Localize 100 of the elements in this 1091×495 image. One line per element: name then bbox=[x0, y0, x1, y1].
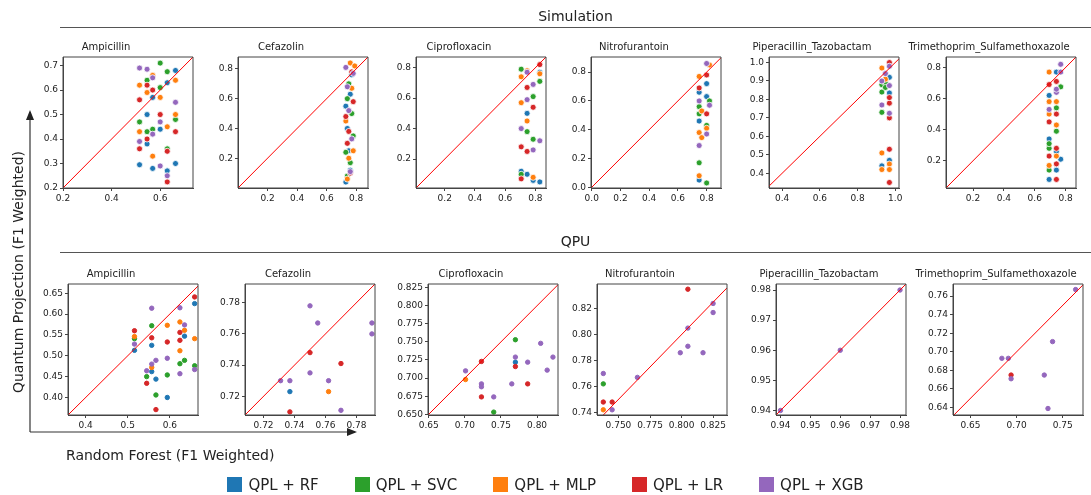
x-tick-label: 0.775 bbox=[637, 419, 663, 430]
x-tick-label: 1.0 bbox=[888, 192, 903, 203]
x-tick-label: 0.96 bbox=[830, 419, 851, 430]
y-tick-label: 0.6 bbox=[926, 92, 942, 103]
y-tick-label: 0.45 bbox=[42, 370, 63, 381]
x-tick-label: 0.4 bbox=[78, 419, 94, 430]
legend-label: QPL + MLP bbox=[513, 476, 596, 494]
y-tick-label: 0.78 bbox=[219, 297, 241, 308]
y-tick-label: 0.55 bbox=[42, 329, 63, 340]
x-tick-label: 0.2 bbox=[613, 192, 628, 203]
y-tick-label: 0.2 bbox=[571, 152, 586, 163]
y-tick-label: 0.6 bbox=[43, 84, 59, 95]
x-tick-label: 0.97 bbox=[860, 419, 881, 430]
y-tick-label: 0.5 bbox=[749, 149, 764, 160]
legend-label: QPL + LR bbox=[652, 476, 724, 494]
x-tick-label: 0.4 bbox=[467, 192, 483, 203]
y-tick-label: 0.8 bbox=[571, 66, 587, 77]
chart-title: Piperacillin_Tazobactam bbox=[752, 40, 872, 53]
x-tick-label: 0.8 bbox=[349, 192, 364, 203]
y-tick-label: 0.750 bbox=[397, 336, 424, 347]
y-tick-label: 0.775 bbox=[397, 318, 423, 329]
chart-title: Nitrofurantoin bbox=[605, 267, 675, 279]
y-tick-label: 0.8 bbox=[218, 63, 234, 74]
x-tick-label: 0.76 bbox=[315, 419, 336, 430]
y-tick-label: 0.7 bbox=[43, 59, 58, 70]
y-tick-label: 0.70 bbox=[927, 346, 949, 357]
x-tick-label: 0.80 bbox=[527, 419, 548, 430]
chart-title: Trimethoprim_Sulfamethoxazole bbox=[907, 40, 1070, 53]
y-tick-label: 0.700 bbox=[397, 372, 424, 383]
text: QPU bbox=[60, 233, 1091, 253]
y-tick-label: 0.650 bbox=[397, 408, 424, 419]
y-tick-label: 0.74 bbox=[571, 406, 593, 417]
y-tick-label: 0.3 bbox=[43, 157, 58, 168]
y-tick-label: 0.5 bbox=[43, 108, 58, 119]
y-tick-label: 0.4 bbox=[396, 122, 412, 133]
y-tick-label: 0.74 bbox=[927, 309, 949, 319]
x-tick-label: 0.72 bbox=[253, 419, 274, 430]
x-tick-label: 0.8 bbox=[850, 192, 865, 203]
y-tick-label: 0.4 bbox=[43, 133, 59, 144]
x-tick-label: 0.70 bbox=[454, 419, 476, 430]
y-tick-label: 0.80 bbox=[571, 328, 593, 339]
chart-title: Ciprofloxacin bbox=[438, 267, 504, 279]
y-tick-label: 0.4 bbox=[571, 124, 587, 135]
y-tick-label: 0.725 bbox=[397, 354, 423, 365]
chart-title: Cefazolin bbox=[264, 267, 312, 279]
y-tick-label: 0.8 bbox=[926, 61, 942, 72]
y-tick-label: 0.675 bbox=[397, 390, 423, 401]
x-tick-label: 0.6 bbox=[670, 192, 686, 203]
x-tick-label: 0.8 bbox=[528, 192, 543, 203]
y-tick-label: 0.76 bbox=[219, 328, 241, 339]
x-tick-label: 0.8 bbox=[699, 192, 715, 203]
legend-label: QPL + XGB bbox=[779, 476, 864, 494]
chart-title: Trimethoprim_Sulfamethoxazole bbox=[914, 267, 1077, 280]
legend-label: QPL + RF bbox=[247, 476, 319, 494]
x-tick-label: 0.4 bbox=[104, 192, 120, 203]
chart-title: Piperacillin_Tazobactam bbox=[759, 267, 879, 280]
x-tick-label: 0.70 bbox=[1006, 419, 1027, 430]
y-tick-label: 0.40 bbox=[42, 391, 64, 402]
y-axis-title: Quantum Projection (F1 Weighted) bbox=[10, 150, 26, 394]
y-tick-label: 0.65 bbox=[42, 287, 63, 298]
x-tick-label: 0.4 bbox=[289, 192, 305, 203]
y-tick-label: 0.82 bbox=[571, 302, 592, 313]
x-tick-label: 0.750 bbox=[605, 419, 632, 430]
legend-label: QPL + SVC bbox=[374, 476, 458, 494]
y-tick-label: 0.0 bbox=[571, 181, 587, 192]
x-tick-label: 0.2 bbox=[55, 192, 71, 203]
x-tick-label: 0.2 bbox=[260, 192, 275, 203]
y-tick-label: 0.8 bbox=[749, 93, 765, 104]
y-tick-label: 0.2 bbox=[396, 153, 411, 164]
chart-title: Nitrofurantoin bbox=[599, 40, 669, 52]
x-tick-label: 0.2 bbox=[437, 192, 452, 203]
y-tick-label: 0.72 bbox=[219, 390, 240, 401]
y-tick-label: 0.800 bbox=[397, 300, 424, 311]
y-tick-label: 0.74 bbox=[219, 359, 241, 370]
x-tick-label: 0.98 bbox=[890, 419, 911, 430]
x-axis-title: Random Forest (F1 Weighted) bbox=[66, 447, 275, 463]
y-tick-label: 0.96 bbox=[750, 344, 772, 355]
chart-title: Ampicillin bbox=[81, 40, 131, 52]
y-tick-label: 0.8 bbox=[396, 62, 412, 73]
y-tick-label: 0.2 bbox=[926, 155, 941, 166]
y-tick-label: 0.97 bbox=[750, 314, 771, 325]
y-tick-label: 0.76 bbox=[927, 290, 949, 301]
chart-title: Ampicillin bbox=[86, 267, 136, 279]
x-tick-label: 0.75 bbox=[1052, 419, 1073, 430]
y-tick-label: 0.68 bbox=[927, 364, 949, 375]
x-tick-label: 0.65 bbox=[418, 419, 439, 430]
y-tick-label: 0.50 bbox=[42, 350, 64, 361]
y-tick-label: 0.4 bbox=[926, 124, 942, 134]
y-tick-label: 0.6 bbox=[218, 93, 234, 104]
y-tick-label: 0.95 bbox=[750, 374, 771, 385]
x-tick-label: 0.75 bbox=[490, 419, 511, 430]
x-tick-label: 0.5 bbox=[120, 419, 135, 430]
y-tick-label: 0.6 bbox=[396, 92, 412, 103]
y-tick-label: 0.2 bbox=[43, 182, 58, 193]
y-tick-label: 0.60 bbox=[42, 308, 64, 319]
x-tick-label: 0.94 bbox=[770, 419, 791, 430]
x-tick-label: 0.6 bbox=[153, 192, 168, 203]
y-tick-label: 0.76 bbox=[571, 380, 593, 391]
y-tick-label: 0.98 bbox=[750, 284, 772, 295]
y-tick-label: 0.2 bbox=[218, 152, 233, 163]
